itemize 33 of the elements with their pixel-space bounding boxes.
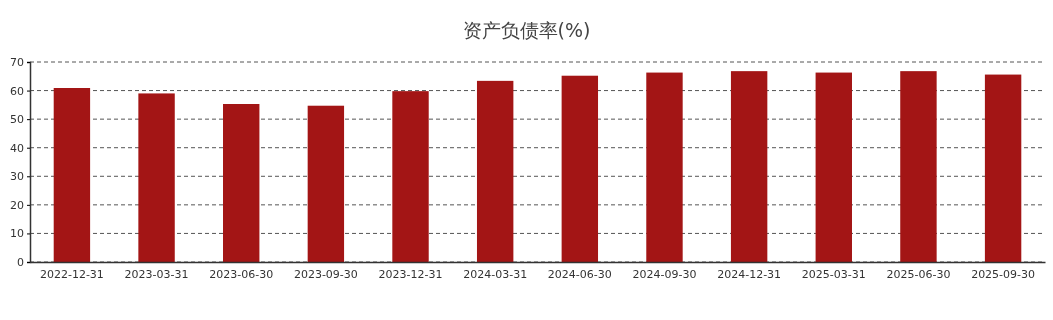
y-tick-label: 40 [10, 141, 24, 155]
chart-title: 资产负债率(%) [462, 19, 591, 41]
y-tick-label: 50 [10, 113, 24, 127]
y-tick-label: 20 [10, 198, 24, 212]
x-tick-label: 2025-03-31 [801, 267, 866, 281]
x-tick-label: 2023-03-31 [124, 267, 189, 281]
x-tick-label: 2025-09-30 [971, 267, 1036, 281]
y-tick-label: 30 [10, 170, 24, 184]
bar [815, 72, 852, 262]
x-tick-label: 2024-12-31 [717, 267, 782, 281]
y-tick-label: 70 [10, 56, 24, 70]
y-tick-label: 10 [10, 227, 24, 241]
x-tick-label: 2024-06-30 [547, 267, 612, 281]
x-tick-label: 2023-06-30 [209, 267, 274, 281]
bar [138, 93, 175, 262]
bar [53, 88, 91, 262]
x-tick-label: 2024-03-31 [463, 267, 528, 281]
y-tick-label: 0 [17, 256, 24, 270]
bar [476, 80, 514, 262]
bar [223, 104, 260, 262]
bar [730, 71, 768, 262]
bar [984, 74, 1022, 262]
x-tick-label: 2023-12-31 [378, 267, 443, 281]
bar [900, 71, 937, 262]
x-tick-label: 2023-09-30 [293, 267, 358, 281]
bar [646, 72, 683, 262]
x-tick-label: 2025-06-30 [886, 267, 951, 281]
bar [392, 91, 429, 262]
y-tick-label: 60 [10, 84, 24, 98]
x-tick-label: 2022-12-31 [39, 267, 104, 281]
x-tick-label: 2024-09-30 [632, 267, 697, 281]
bar [307, 105, 345, 262]
bar [561, 75, 599, 262]
